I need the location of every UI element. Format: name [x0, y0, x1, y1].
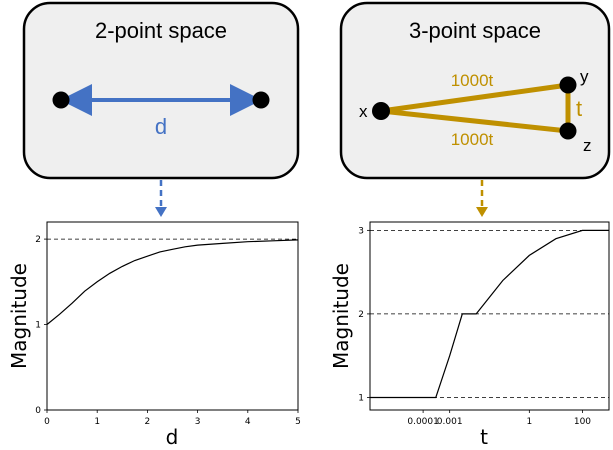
- chart-d-frame: [46, 221, 299, 411]
- chart-d-xlabel: d: [166, 425, 179, 449]
- x-tick-label: 100: [574, 417, 591, 427]
- point-y: [559, 76, 577, 94]
- y-tick-label: 3: [358, 226, 364, 236]
- label-y: y: [580, 67, 589, 86]
- x-tick-label: 1: [526, 417, 532, 427]
- edge-xy: [380, 82, 569, 114]
- chart-d-x-ticks: 0 1 2 3 4 5: [44, 410, 301, 427]
- distance-label: d: [155, 114, 167, 139]
- y-tick-label: 2: [358, 310, 364, 320]
- chart-t-series-line: [370, 229, 609, 399]
- two-point-title: 2-point space: [95, 18, 227, 43]
- point-x: [372, 102, 390, 120]
- chart-t-xlabel: t: [480, 425, 488, 449]
- edge-xz: [380, 108, 569, 134]
- chart-t-frame: [369, 221, 610, 411]
- two-point-space-panel: 2-point space d: [22, 1, 300, 180]
- chart-d: 0 1 2 3 4 5 0 1 2 d Magnitude: [7, 221, 301, 449]
- three-point-space-panel: 3-point space x y z t 1000t 1000t: [339, 1, 611, 180]
- label-edge-bottom: 1000t: [451, 130, 494, 149]
- label-t: t: [576, 96, 582, 121]
- x-tick-label: 3: [195, 417, 201, 427]
- three-point-title: 3-point space: [409, 18, 541, 43]
- x-tick-label: 5: [295, 417, 301, 427]
- left-connector-arrow: [155, 180, 167, 217]
- chart-d-y-ticks: 0 1 2: [35, 235, 47, 416]
- x-tick-label: 4: [245, 417, 251, 427]
- chart-t-reference-lines: [370, 229, 609, 398]
- y-tick-label: 1: [35, 321, 41, 331]
- x-tick-label: 2: [145, 417, 151, 427]
- chart-d-series-line: [46, 239, 299, 325]
- label-edge-top: 1000t: [451, 71, 494, 90]
- x-tick-label: 0.001: [437, 417, 463, 427]
- point-a: [52, 91, 70, 109]
- x-tick-label: 1: [94, 417, 100, 427]
- chart-d-ylabel: Magnitude: [7, 263, 31, 369]
- label-z: z: [583, 136, 592, 155]
- point-z: [559, 122, 577, 140]
- three-point-box: [339, 1, 611, 180]
- right-connector-arrow: [476, 180, 488, 217]
- y-tick-label: 0: [35, 406, 41, 416]
- label-x: x: [359, 102, 368, 121]
- point-b: [252, 91, 270, 109]
- chart-t-y-ticks: 1 2 3: [358, 226, 370, 403]
- chart-t-ylabel: Magnitude: [329, 263, 353, 369]
- x-tick-label: 0: [44, 417, 50, 427]
- y-tick-label: 1: [358, 393, 364, 403]
- x-tick-label: 0.0001: [407, 417, 439, 427]
- y-tick-label: 2: [35, 235, 41, 245]
